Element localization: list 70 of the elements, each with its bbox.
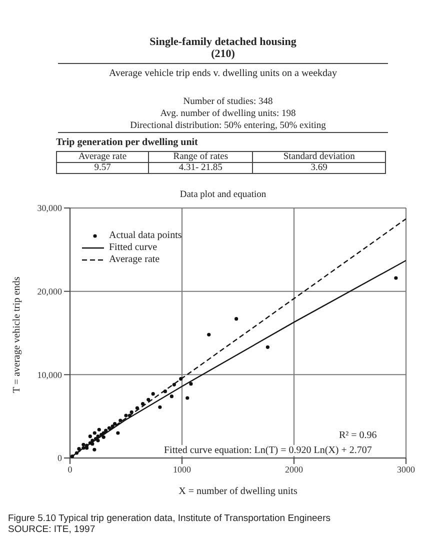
source-note: SOURCE: ITE, 1997 (8, 524, 96, 535)
point (118, 418, 122, 422)
point (85, 446, 89, 450)
point (135, 406, 139, 410)
x-tick-label: 2000 (285, 464, 304, 474)
caption: Figure 5.10 Typical trip generation data, Institute of Transportation Engineers (8, 513, 332, 524)
point (394, 276, 398, 280)
text: Range of rates (148, 152, 253, 162)
text: Data plot and equation (178, 190, 268, 200)
x-tick-label: 3000 (397, 464, 416, 474)
y-axis-title: T = average vehicle trip ends (12, 276, 23, 393)
point (234, 317, 238, 321)
point (179, 377, 183, 381)
y-tick-label: 10,000 (37, 370, 62, 380)
legend-label: Fitted curve (109, 242, 158, 254)
legend-label: Average rate (109, 254, 160, 266)
point (70, 454, 74, 458)
point (82, 446, 86, 450)
point (92, 431, 96, 435)
point (172, 382, 176, 386)
text: Average rate (56, 152, 149, 162)
chart-title: Single-family detached housing (148, 36, 298, 48)
text: Standard deviation (252, 152, 386, 162)
point (113, 422, 117, 426)
point (97, 428, 101, 432)
point (110, 424, 114, 428)
point (77, 447, 81, 451)
point (88, 434, 92, 438)
point (82, 442, 86, 446)
text: Directional distribution: 50% entering, 50% exiting (129, 120, 327, 132)
point (90, 442, 94, 446)
text: Avg. number of dwelling units: 198 (159, 108, 297, 120)
point (116, 431, 120, 435)
point (104, 428, 108, 432)
point (124, 414, 128, 418)
chart-subtitle: Average vehicle trip ends v. dwelling units on a weekday (58, 63, 388, 79)
text: Number of studies: 348 (182, 96, 274, 108)
text: Trip generation per dwelling unit (56, 137, 198, 148)
legend-label: Actual data points (109, 230, 182, 242)
x-tick-label: 1000 (173, 464, 192, 474)
y-tick-label: 30,000 (37, 203, 62, 214)
text: (210) (210, 48, 236, 60)
x-tick-label: 0 (68, 464, 73, 474)
point (266, 345, 270, 349)
y-tick-label: 0 (58, 453, 62, 464)
point (130, 410, 134, 414)
point (158, 405, 162, 409)
point (107, 426, 111, 430)
point (102, 435, 106, 439)
point (96, 438, 100, 442)
x-axis-title: X = number of dwelling units (178, 486, 298, 497)
point (207, 332, 211, 336)
point (186, 396, 190, 400)
text: 4.31- 21.85 (148, 162, 253, 174)
point (74, 451, 79, 455)
point (90, 438, 94, 442)
point (96, 434, 100, 438)
y-tick-label: 20,000 (37, 286, 62, 297)
point (146, 398, 150, 402)
annotation: Fitted curve equation: Ln(T) = 0.920 Ln(X) + 2.707 (163, 445, 373, 456)
annotation: R² = 0.96 (338, 430, 378, 441)
point (151, 392, 155, 396)
point (128, 414, 132, 418)
text: 9.57 (56, 162, 149, 174)
point (163, 390, 167, 394)
text: 3.69 (252, 162, 386, 174)
point (92, 448, 96, 452)
point (170, 394, 174, 398)
point (189, 382, 193, 386)
point (141, 402, 145, 406)
